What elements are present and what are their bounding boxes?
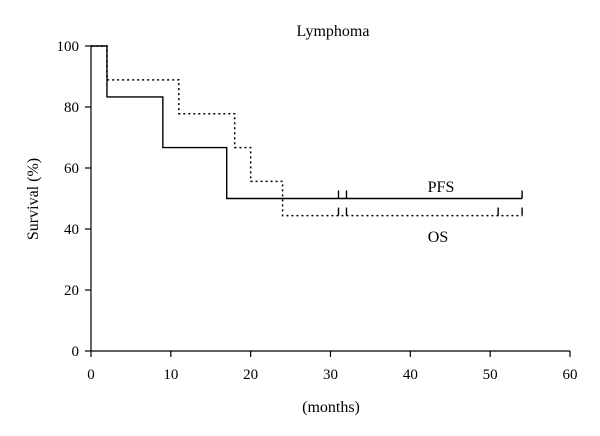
series-line-pfs [91,45,523,200]
x-tick-label: 30 [323,367,338,383]
x-tick-label: 40 [403,367,418,383]
y-tick-label: 20 [64,283,79,299]
y-tick-label: 60 [64,161,79,177]
x-tick-label: 10 [163,367,178,383]
y-tick-label: 80 [64,100,79,116]
y-axis: 0 20 40 60 80 100 [57,39,92,360]
x-tick-label: 50 [483,367,498,383]
x-tick-label: 60 [563,367,578,383]
y-tick-label: 0 [72,344,80,360]
x-tick-label: 0 [87,367,95,383]
y-axis-title: Survival (%) [25,158,42,240]
series-label-os: OS [428,229,448,246]
x-axis-title: (months) [302,399,360,416]
series-label-pfs: PFS [428,179,455,196]
chart-title: Lymphoma [297,23,370,40]
series-lines [91,45,523,217]
y-tick-label: 100 [57,39,80,55]
series-line-os [91,45,523,217]
x-tick-label: 20 [243,367,258,383]
y-tick-label: 40 [64,222,79,238]
x-axis: 0 10 20 30 40 50 60 [87,350,578,383]
